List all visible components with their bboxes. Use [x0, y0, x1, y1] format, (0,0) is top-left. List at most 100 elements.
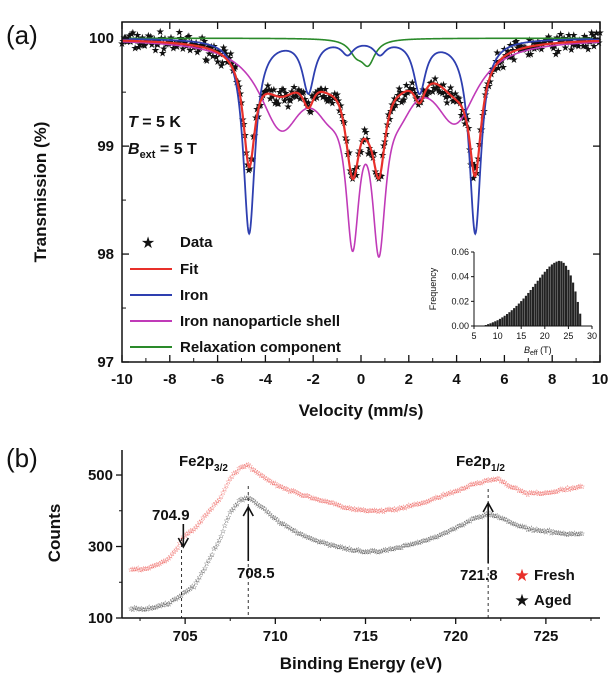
xps-data-point: ☆ — [539, 527, 545, 535]
inset-bar — [515, 305, 518, 326]
xps-data-point: ☆ — [496, 514, 502, 522]
xps-data-point: ☆ — [252, 467, 258, 475]
xps-data-point: ☆ — [213, 543, 219, 551]
xps-data-point: ☆ — [481, 477, 487, 485]
inset-bar — [564, 265, 568, 326]
data-point: ★ — [159, 44, 168, 55]
panel-a-y-axis-title: Transmission (%) — [31, 122, 50, 263]
xps-data-point: ☆ — [433, 533, 439, 541]
xps-data-point: ☆ — [494, 512, 500, 520]
xps-data-point: ☆ — [541, 489, 547, 497]
data-point: ★ — [594, 38, 603, 49]
data-point: ★ — [193, 48, 202, 59]
xps-data-point: ☆ — [409, 502, 415, 510]
xps-data-point: ☆ — [169, 550, 175, 558]
xps-data-point: ☆ — [324, 498, 330, 506]
inset-bar — [491, 322, 494, 326]
data-point: ★ — [533, 37, 542, 48]
data-point: ★ — [400, 95, 409, 106]
xps-data-point: ☆ — [435, 494, 441, 502]
xps-data-point: ☆ — [532, 527, 538, 535]
data-point: ★ — [453, 93, 462, 104]
xps-data-point: ☆ — [157, 560, 163, 568]
data-point: ★ — [431, 74, 440, 85]
xps-data-point: ☆ — [153, 561, 159, 569]
data-point: ★ — [300, 94, 309, 105]
xps-data-point: ☆ — [514, 485, 520, 493]
xps-data-point: ☆ — [330, 542, 336, 550]
data-point: ★ — [200, 36, 209, 47]
xps-data-point: ☆ — [227, 509, 233, 517]
xps-data-point: ☆ — [579, 483, 585, 491]
legend-data-label: Data — [180, 234, 213, 251]
xps-data-point: ☆ — [368, 507, 374, 515]
data-point: ★ — [147, 40, 156, 51]
data-point: ★ — [286, 96, 295, 107]
xps-data-point: ☆ — [404, 542, 410, 550]
xps-data-point: ☆ — [427, 534, 433, 542]
xps-data-point: ☆ — [234, 468, 240, 476]
xps-data-point: ☆ — [146, 603, 152, 611]
relaxation-component-curve — [122, 37, 600, 68]
xps-data-point: ☆ — [222, 522, 228, 530]
xps-data-point: ☆ — [231, 470, 237, 478]
xps-data-point: ☆ — [139, 605, 145, 613]
xps-data-point: ☆ — [193, 579, 199, 587]
xps-data-point: ☆ — [315, 538, 321, 546]
data-point: ★ — [537, 45, 546, 56]
inset-bar — [487, 324, 490, 326]
xps-data-point: ☆ — [312, 495, 318, 503]
legend-iron-label: Iron — [180, 287, 208, 304]
xps-data-point: ☆ — [445, 528, 451, 536]
xps-data-point: ☆ — [575, 483, 581, 491]
xps-data-point: ☆ — [465, 518, 471, 526]
xps-data-point: ☆ — [288, 487, 294, 495]
data-point: ★ — [316, 84, 325, 95]
xps-data-point: ☆ — [285, 486, 291, 494]
data-point: ★ — [515, 45, 524, 56]
xps-data-point: ☆ — [166, 554, 172, 562]
xps-data-point: ☆ — [240, 497, 246, 505]
data-point: ★ — [408, 78, 417, 89]
xps-data-point: ☆ — [133, 605, 139, 613]
peak-label-fe2p12: Fe2p1/2 — [456, 453, 505, 474]
data-point: ★ — [135, 40, 144, 51]
xps-data-point: ☆ — [260, 504, 266, 512]
x-tick-label: -4 — [259, 371, 273, 388]
xps-data-point: ☆ — [234, 500, 240, 508]
xps-data-point: ☆ — [429, 495, 435, 503]
data-point: ★ — [466, 160, 475, 171]
data-point: ★ — [302, 97, 311, 108]
data-point: ★ — [205, 49, 214, 60]
xps-data-point: ☆ — [328, 499, 334, 507]
xps-data-point: ☆ — [180, 589, 186, 597]
inset-bar — [503, 315, 506, 326]
y-tick-label: 99 — [97, 138, 114, 155]
data-point: ★ — [151, 46, 160, 57]
data-point: ★ — [555, 36, 564, 47]
xps-data-point: ☆ — [377, 507, 383, 515]
data-point: ★ — [140, 41, 149, 52]
xps-data-point: ☆ — [480, 479, 486, 487]
xps-data-point: ☆ — [570, 531, 576, 539]
xps-data-point: ☆ — [211, 545, 217, 553]
inset-y-tick-label: 0.04 — [451, 272, 469, 282]
xps-data-point: ☆ — [140, 606, 146, 614]
xps-data-point: ☆ — [251, 466, 257, 474]
xps-data-point: ☆ — [373, 548, 379, 556]
xps-data-point: ☆ — [189, 582, 195, 590]
data-point: ★ — [217, 61, 226, 72]
data-point: ★ — [268, 92, 277, 103]
data-point: ★ — [325, 95, 334, 106]
data-point: ★ — [389, 104, 398, 115]
xps-data-point: ☆ — [557, 530, 563, 538]
data-point: ★ — [493, 48, 502, 59]
xps-data-point: ☆ — [411, 501, 417, 509]
xps-data-point: ☆ — [371, 547, 377, 555]
data-point: ★ — [556, 29, 565, 40]
xps-data-point: ☆ — [297, 491, 303, 499]
data-point: ★ — [435, 87, 444, 98]
data-point: ★ — [262, 87, 271, 98]
xps-data-point: ☆ — [223, 517, 229, 525]
xps-data-point: ☆ — [214, 540, 220, 548]
